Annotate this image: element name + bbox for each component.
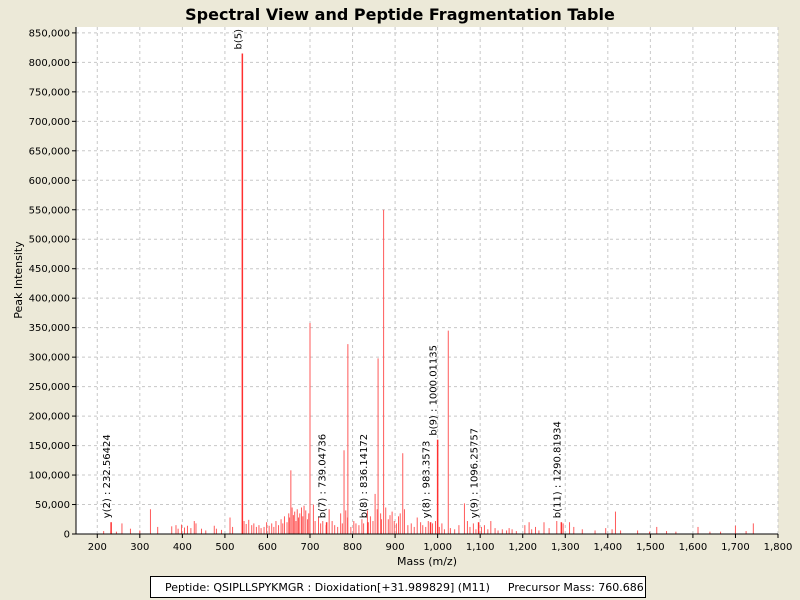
peak-annotation-label: b(7) : 739.04736 xyxy=(318,434,329,518)
y-tick-label: 250,000 xyxy=(29,382,70,393)
peak-annotation-label: y(9) : 1096.25757 xyxy=(470,428,481,518)
y-tick-label: 800,000 xyxy=(29,58,70,69)
y-tick-label: 50,000 xyxy=(35,500,70,511)
x-tick-label: 200 xyxy=(88,542,107,553)
x-tick-label: 600 xyxy=(258,542,277,553)
x-tick-label: 1,800 xyxy=(764,542,793,553)
peak-annotation-label: y(2) : 232.56424 xyxy=(102,434,113,518)
x-tick-label: 1,000 xyxy=(423,542,452,553)
x-tick-label: 1,100 xyxy=(466,542,495,553)
y-tick-label: 0 xyxy=(64,530,70,541)
y-tick-label: 100,000 xyxy=(29,471,70,482)
x-tick-label: 1,600 xyxy=(679,542,708,553)
peak-annotation-label: b(11) : 1290.81934 xyxy=(552,421,563,518)
plot-area xyxy=(76,27,778,534)
peak-annotation-label: b(8) : 836.14172 xyxy=(359,434,370,518)
precursor-mass-label: Precursor Mass: 760.686 xyxy=(507,580,644,594)
peak-annotation-label: b(5) xyxy=(233,29,244,50)
y-tick-label: 400,000 xyxy=(29,294,70,305)
tick-layer: 0 50,000 100,000 150,000 200,000 250,000 300,0… xyxy=(29,28,793,553)
y-tick-label: 150,000 xyxy=(29,441,70,452)
grid-layer xyxy=(76,27,779,534)
y-tick-label: 550,000 xyxy=(29,205,70,216)
x-tick-label: 800 xyxy=(343,542,362,553)
y-tick-label: 500,000 xyxy=(29,235,70,246)
y-tick-label: 200,000 xyxy=(29,412,70,423)
peak-annotation-label: y(8) : 983.3573 xyxy=(422,441,433,519)
x-tick-label: 300 xyxy=(130,542,149,553)
y-tick-label: 750,000 xyxy=(29,87,70,98)
x-tick-label: 500 xyxy=(215,542,234,553)
x-tick-label: 1,300 xyxy=(551,542,580,553)
y-tick-label: 450,000 xyxy=(29,264,70,275)
y-axis-label: Peak Intensity xyxy=(12,241,25,319)
peptide-info-box: Peptide: QSIPLLSPYKMGR : Dioxidation[+31… xyxy=(150,576,646,598)
x-tick-label: 700 xyxy=(300,542,319,553)
y-tick-label: 300,000 xyxy=(29,353,70,364)
chart-title: Spectral View and Peptide Fragmentation … xyxy=(185,5,615,24)
x-tick-label: 1,400 xyxy=(593,542,622,553)
y-tick-label: 350,000 xyxy=(29,323,70,334)
y-tick-label: 700,000 xyxy=(29,117,70,128)
axis-layer xyxy=(75,27,778,535)
x-tick-label: 400 xyxy=(173,542,192,553)
peak-layer xyxy=(103,53,754,534)
x-tick-label: 1,200 xyxy=(508,542,537,553)
x-axis-label: Mass (m/z) xyxy=(397,555,457,568)
x-tick-label: 900 xyxy=(386,542,405,553)
peak-annotation-label: b(9) : 1000.01135 xyxy=(429,345,440,436)
peptide-label: Peptide: QSIPLLSPYKMGR : Dioxidation[+31… xyxy=(165,580,490,594)
annotation-layer: y(2) : 232.56424 b(5) b(7) : 739.04736 b(8)… xyxy=(102,29,563,518)
x-tick-label: 1,500 xyxy=(636,542,665,553)
y-tick-label: 850,000 xyxy=(29,28,70,39)
y-tick-label: 600,000 xyxy=(29,176,70,187)
y-tick-label: 650,000 xyxy=(29,146,70,157)
x-tick-label: 1,700 xyxy=(721,542,750,553)
